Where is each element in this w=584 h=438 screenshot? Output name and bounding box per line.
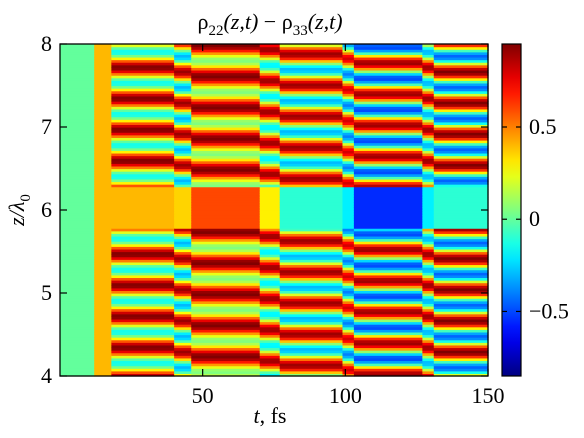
x-tick-label: 50 [192, 383, 214, 408]
colorbar-tick-label: −0.5 [529, 298, 569, 323]
colorbar-tick-label: 0.5 [529, 114, 557, 139]
x-tick-label: 100 [329, 383, 362, 408]
chart-title: ρ22(z,t) − ρ33(z,t) [197, 9, 342, 39]
colorbar [502, 44, 521, 376]
y-tick-label: 8 [41, 31, 52, 56]
y-tick-label: 6 [41, 197, 52, 222]
y-tick-label: 7 [41, 114, 52, 139]
colorbar-tick-label: 0 [529, 206, 540, 231]
x-tick-label: 150 [472, 383, 505, 408]
x-axis-label: t, fs [253, 403, 286, 428]
heatmap-plot-area [60, 44, 489, 377]
y-tick-label: 5 [41, 280, 52, 305]
y-axis-label: z/λ0 [4, 194, 34, 227]
y-tick-label: 4 [41, 363, 52, 388]
